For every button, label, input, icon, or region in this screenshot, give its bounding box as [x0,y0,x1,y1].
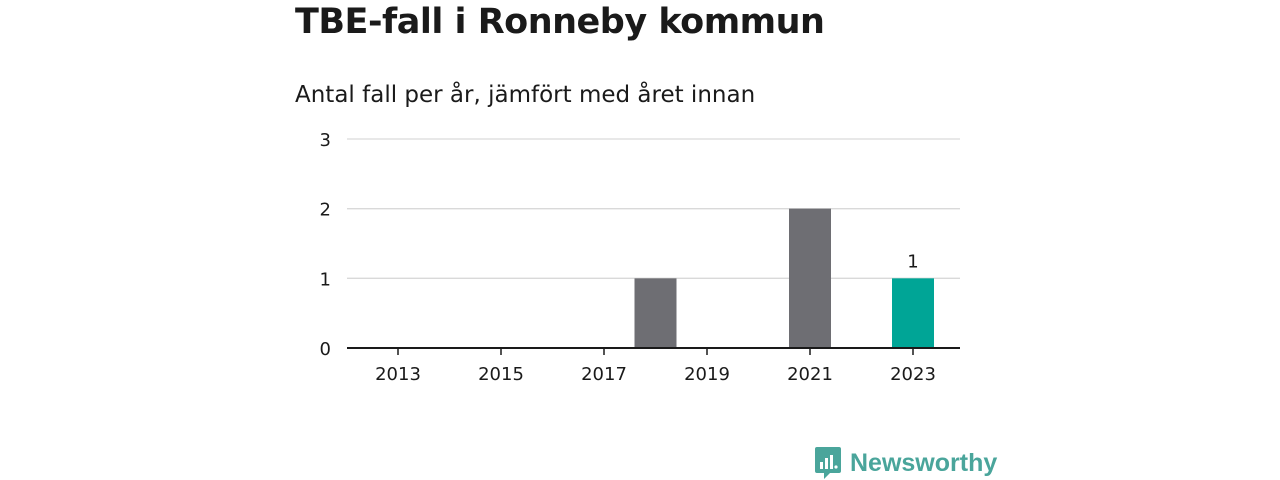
x-tick-label: 2019 [684,364,730,385]
y-tick-label: 0 [320,339,331,360]
x-tick-label: 2017 [581,364,627,385]
axes [347,347,960,355]
labels: 0 1 2 3 2013 2015 2017 2019 2021 2023 1 [320,130,936,385]
y-tick-label: 1 [320,269,331,290]
brand-logo: Newsworthy [814,446,997,480]
x-tick-label: 2013 [375,364,421,385]
x-tick-label: 2021 [787,364,833,385]
bar-2021 [789,208,831,348]
y-tick-label: 3 [320,130,331,151]
y-tick-label: 2 [320,200,331,221]
bar-2018 [634,278,677,348]
brand-name: Newsworthy [850,448,998,477]
x-tick-label: 2023 [890,364,936,385]
chart-subtitle: Antal fall per år, jämfört med året inna… [295,82,756,108]
bar-2023 [892,278,934,348]
data-label: 1 [907,251,918,272]
bars [634,208,934,348]
newsworthy-logo-icon [815,447,841,479]
chart-title: TBE-fall i Ronneby kommun [295,2,825,42]
gridlines [347,138,960,279]
x-tick-label: 2015 [478,364,524,385]
